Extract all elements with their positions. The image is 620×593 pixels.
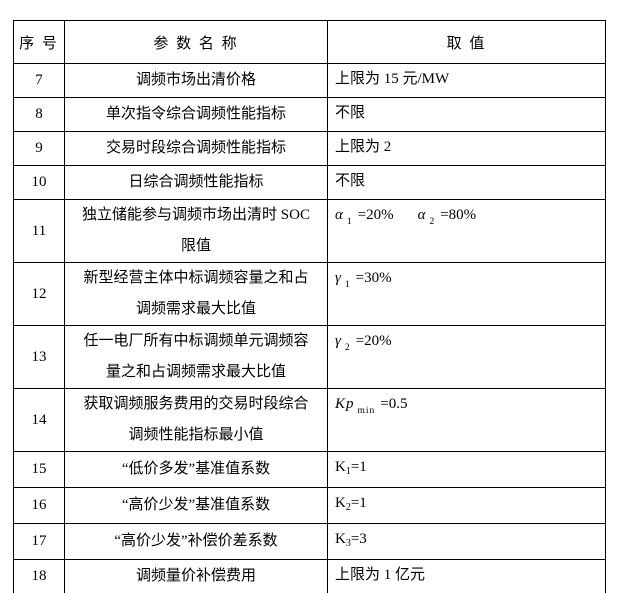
value-part: =20% [357, 207, 394, 223]
value-part: K [335, 531, 346, 547]
parameter-value-cell: γ 2 =20% [327, 325, 606, 389]
table-row: 15 “低价多发”基准值系数 K1=1 [13, 451, 606, 488]
row-number-cell: 15 [13, 451, 65, 488]
parameter-name-cell: 调频量价补偿费用 [64, 559, 328, 593]
column-header-number: 序 号 [13, 20, 65, 64]
parameter-name-cell: 日综合调频性能指标 [64, 165, 328, 200]
parameter-value-cell: K2=1 [327, 487, 606, 524]
row-number-cell: 14 [13, 388, 65, 452]
table-row: 8 单次指令综合调频性能指标 不限 [13, 97, 606, 132]
value-part: α [335, 207, 344, 223]
parameter-value-cell: K3=3 [327, 523, 606, 560]
table-row: 11 独立储能参与调频市场出清时 SOC 限值 α 1 =20% α 2 =80% [13, 199, 606, 263]
value-part: 不限 [335, 105, 366, 121]
value-part: 2 [429, 217, 436, 227]
parameter-name-cell: 任一电厂所有中标调频单元调频容量之和占调频需求最大比值 [64, 325, 328, 389]
parameter-name-cell: 单次指令综合调频性能指标 [64, 97, 328, 132]
value-part: K [335, 459, 346, 475]
parameter-value-cell: γ 1 =30% [327, 262, 606, 326]
parameters-table: 序 号 参 数 名 称 取 值 7 调频市场出清价格 上限为 15 元/MW 8 单次指… [13, 20, 606, 593]
value-part: =80% [440, 207, 477, 223]
value-part: 2 [344, 343, 351, 353]
parameter-name-cell: 交易时段综合调频性能指标 [64, 131, 328, 166]
column-header-parameter-name: 参 数 名 称 [64, 20, 328, 64]
value-part: 上限为 1 亿元 [335, 567, 426, 583]
table-row: 10 日综合调频性能指标 不限 [13, 165, 606, 200]
parameter-name-cell: 独立储能参与调频市场出清时 SOC 限值 [64, 199, 328, 263]
value-part: α [417, 207, 427, 223]
parameter-value-cell: 上限为 15 元/MW [327, 63, 606, 98]
value-part: =1 [350, 459, 367, 475]
value-part: 2 [345, 502, 351, 513]
parameter-value-cell: α 1 =20% α 2 =80% [327, 199, 606, 263]
row-number-cell: 12 [13, 262, 65, 326]
parameter-value-cell: 不限 [327, 165, 606, 200]
value-part: =30% [355, 270, 392, 286]
value-part: K [335, 495, 346, 511]
value-part: γ [335, 333, 342, 349]
value-part: =0.5 [380, 396, 408, 412]
table-row: 13 任一电厂所有中标调频单元调频容量之和占调频需求最大比值 γ 2 =20% [13, 325, 606, 389]
parameter-name-cell: “高价少发”基准值系数 [64, 487, 328, 524]
row-number-cell: 18 [13, 559, 65, 593]
parameter-name-cell: “低价多发”基准值系数 [64, 451, 328, 488]
value-part: 上限为 15 元/MW [335, 71, 450, 87]
value-part: 上限为 2 [335, 139, 392, 155]
parameter-value-cell: 上限为 2 [327, 131, 606, 166]
value-part: min [357, 406, 376, 416]
value-part: γ [335, 270, 342, 286]
table-body: 7 调频市场出清价格 上限为 15 元/MW 8 单次指令综合调频性能指标 不限 9 交易时段… [13, 63, 606, 593]
table-header-row: 序 号 参 数 名 称 取 值 [13, 20, 606, 64]
row-number-cell: 17 [13, 523, 65, 560]
parameter-value-cell: K1=1 [327, 451, 606, 488]
row-number-cell: 16 [13, 487, 65, 524]
value-part: 1 [346, 217, 353, 227]
table-row: 12 新型经营主体中标调频容量之和占调频需求最大比值 γ 1 =30% [13, 262, 606, 326]
table-row: 18 调频量价补偿费用 上限为 1 亿元 [13, 559, 606, 593]
table-row: 7 调频市场出清价格 上限为 15 元/MW [13, 63, 606, 98]
value-part: 1 [344, 280, 351, 290]
value-part: =1 [350, 495, 367, 511]
parameter-name-cell: “高价少发”补偿价差系数 [64, 523, 328, 560]
row-number-cell: 13 [13, 325, 65, 389]
value-part: 1 [345, 466, 351, 477]
parameter-name-cell: 调频市场出清价格 [64, 63, 328, 98]
value-part: 3 [345, 538, 351, 549]
table-row: 17 “高价少发”补偿价差系数 K3=3 [13, 523, 606, 560]
table-row: 9 交易时段综合调频性能指标 上限为 2 [13, 131, 606, 166]
parameter-name-cell: 新型经营主体中标调频容量之和占调频需求最大比值 [64, 262, 328, 326]
parameter-value-cell: 上限为 1 亿元 [327, 559, 606, 593]
parameter-value-cell: Kp min =0.5 [327, 388, 606, 452]
row-number-cell: 9 [13, 131, 65, 166]
value-part: =3 [350, 531, 367, 547]
row-number-cell: 10 [13, 165, 65, 200]
parameter-name-cell: 获取调频服务费用的交易时段综合调频性能指标最小值 [64, 388, 328, 452]
parameter-value-cell: 不限 [327, 97, 606, 132]
value-part: =20% [355, 333, 392, 349]
value-part: Kp [335, 396, 355, 412]
table-row: 16 “高价少发”基准值系数 K2=1 [13, 487, 606, 524]
row-number-cell: 7 [13, 63, 65, 98]
row-number-cell: 11 [13, 199, 65, 263]
value-part: 不限 [335, 173, 366, 189]
row-number-cell: 8 [13, 97, 65, 132]
table-row: 14 获取调频服务费用的交易时段综合调频性能指标最小值 Kp min =0.5 [13, 388, 606, 452]
column-header-value: 取 值 [327, 20, 606, 64]
